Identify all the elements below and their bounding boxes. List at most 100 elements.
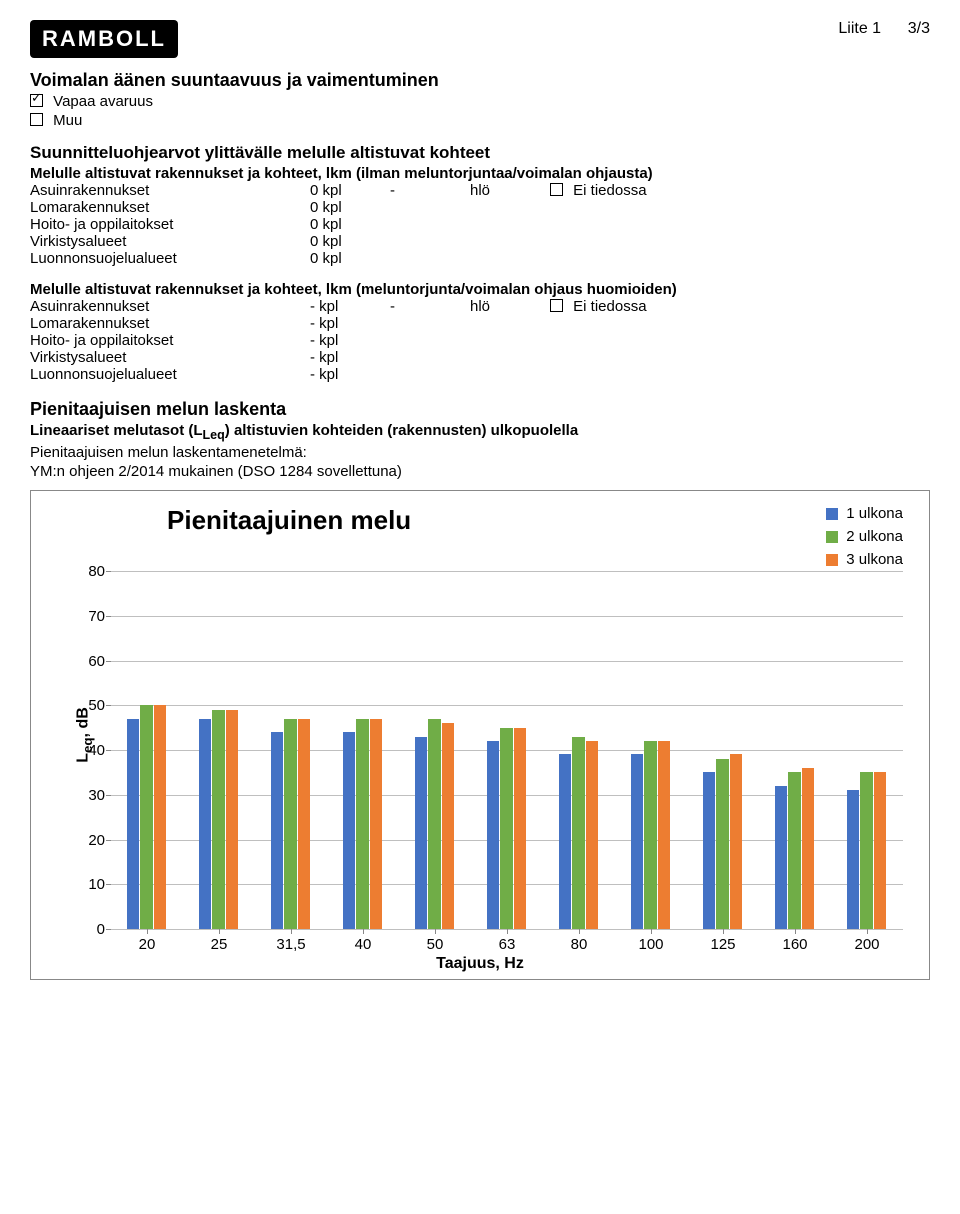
page-header: RAMBOLL Liite 1 3/3 (30, 20, 930, 58)
xtick-label: 25 (211, 936, 228, 953)
data-row: Lomarakennukset0 kpl (30, 199, 930, 216)
data-row: Asuinrakennukset0 kpl-hlö Ei tiedossa (30, 182, 930, 199)
row-extra: Ei tiedossa (550, 182, 690, 199)
data-row: Hoito- ja oppilaitokset0 kpl (30, 216, 930, 233)
row-value1: - kpl (310, 349, 390, 366)
legend-swatch (826, 531, 838, 543)
rows2-container: Asuinrakennukset- kpl-hlö Ei tiedossaLom… (30, 298, 930, 383)
y-tickmark (106, 661, 111, 662)
y-tickmark (106, 929, 111, 930)
bar (284, 719, 296, 929)
page-number: 3/3 (908, 20, 930, 37)
bar (775, 786, 787, 929)
ytick-label: 80 (77, 563, 105, 571)
rows1-container: Asuinrakennukset0 kpl-hlö Ei tiedossaLom… (30, 182, 930, 267)
row-extra: Ei tiedossa (550, 298, 690, 315)
gridline (111, 571, 903, 572)
data-row: Asuinrakennukset- kpl-hlö Ei tiedossa (30, 298, 930, 315)
section2-sub1: Melulle altistuvat rakennukset ja kohtee… (30, 165, 930, 182)
data-row: Virkistysalueet0 kpl (30, 233, 930, 250)
y-tickmark (106, 884, 111, 885)
checkbox-muu[interactable] (30, 113, 43, 126)
row-value1: - kpl (310, 366, 390, 383)
bar (631, 754, 643, 929)
checkbox-ei-tiedossa[interactable] (550, 299, 563, 312)
bar (847, 790, 859, 929)
ytick-label: 30 (77, 787, 105, 795)
y-tickmark (106, 750, 111, 751)
bar (559, 754, 571, 929)
xtick-label: 63 (499, 936, 516, 953)
bar (703, 772, 715, 929)
section2-title: Suunnitteluohjearvot ylittävälle melulle… (30, 143, 930, 163)
row-label: Virkistysalueet (30, 349, 310, 366)
bar (356, 719, 368, 929)
y-tickmark (106, 795, 111, 796)
data-row: Hoito- ja oppilaitokset- kpl (30, 332, 930, 349)
option-muu: Muu (30, 112, 930, 129)
ytick-label: 0 (77, 921, 105, 929)
data-row: Lomarakennukset- kpl (30, 315, 930, 332)
xtick-label: 20 (139, 936, 156, 953)
row-value1: 0 kpl (310, 182, 390, 199)
row-value2: - (390, 182, 470, 199)
bar (788, 772, 800, 929)
xtick-label: 100 (638, 936, 663, 953)
row-unit2: hlö (470, 298, 550, 315)
bar (802, 768, 814, 929)
xtick-label: 80 (571, 936, 588, 953)
xtick-label: 200 (854, 936, 879, 953)
checkbox-ei-tiedossa[interactable] (550, 183, 563, 196)
bar (154, 705, 166, 929)
x-tickmark (723, 929, 724, 934)
gridline (111, 616, 903, 617)
data-row: Luonnonsuojelualueet- kpl (30, 366, 930, 383)
bar (428, 719, 440, 929)
method-label: Pienitaajuisen melun laskentamenetelmä: (30, 444, 930, 461)
legend-label: 1 ulkona (846, 505, 903, 522)
row-value1: 0 kpl (310, 250, 390, 267)
ytick-label: 70 (77, 608, 105, 616)
gridline (111, 661, 903, 662)
row-label: Luonnonsuojelualueet (30, 366, 310, 383)
chart-xlabel: Taajuus, Hz (436, 955, 524, 973)
bar (415, 737, 427, 929)
checkbox-vapaa-avaruus[interactable] (30, 94, 43, 107)
bar (370, 719, 382, 929)
option-vapaa-avaruus: Vapaa avaruus (30, 93, 930, 110)
bar (500, 728, 512, 929)
row-value1: - kpl (310, 315, 390, 332)
x-tickmark (651, 929, 652, 934)
ytick-label: 40 (77, 742, 105, 750)
row-value1: 0 kpl (310, 233, 390, 250)
option-label: Muu (53, 112, 82, 129)
x-tickmark (507, 929, 508, 934)
y-tickmark (106, 616, 111, 617)
bar (140, 705, 152, 929)
bar (730, 754, 742, 929)
chart-legend: 1 ulkona2 ulkona3 ulkona (826, 505, 903, 574)
bar (226, 710, 238, 929)
row-label: Hoito- ja oppilaitokset (30, 216, 310, 233)
bar (572, 737, 584, 929)
row-value1: 0 kpl (310, 216, 390, 233)
data-row: Luonnonsuojelualueet0 kpl (30, 250, 930, 267)
row-value1: - kpl (310, 332, 390, 349)
legend-item: 1 ulkona (826, 505, 903, 522)
bar (212, 710, 224, 929)
row-label: Hoito- ja oppilaitokset (30, 332, 310, 349)
bar (716, 759, 728, 929)
y-tickmark (106, 705, 111, 706)
option-label: Vapaa avaruus (53, 93, 153, 110)
row-label: Virkistysalueet (30, 233, 310, 250)
legend-label: 2 ulkona (846, 528, 903, 545)
ytick-label: 10 (77, 876, 105, 884)
row-label: Lomarakennukset (30, 199, 310, 216)
section2-sub2: Melulle altistuvat rakennukset ja kohtee… (30, 281, 930, 298)
row-label: Asuinrakennukset (30, 182, 310, 199)
y-tickmark (106, 571, 111, 572)
bar (271, 732, 283, 929)
x-tickmark (291, 929, 292, 934)
y-tickmark (106, 840, 111, 841)
data-row: Virkistysalueet- kpl (30, 349, 930, 366)
